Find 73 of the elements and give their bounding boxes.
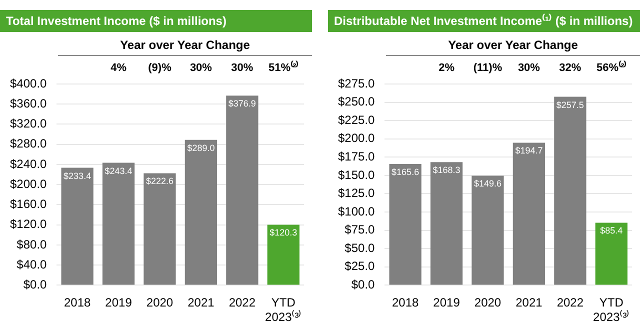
x-tick-label: 2018: [392, 296, 419, 310]
x-tick-label: YTD 2023⁽³⁾: [593, 296, 630, 324]
y-tick-label: $280.0: [10, 136, 48, 151]
text: (9)%: [148, 62, 172, 74]
y-tick-label: $175.0: [338, 149, 376, 164]
x-tick-label: 2020: [474, 296, 502, 310]
y-tick-label: $150.0: [338, 168, 376, 182]
y-tick-label: $200.0: [338, 131, 376, 146]
bar: [184, 140, 218, 285]
y-tick-label: $0.0: [351, 278, 376, 292]
y-tick-label: $200.0: [10, 176, 48, 191]
text: 30%: [231, 62, 254, 74]
bar: [389, 164, 422, 285]
x-tick-label: 2021: [188, 296, 215, 310]
x-tick-label: 2021: [516, 296, 543, 310]
y-tick-label: $120.0: [10, 217, 48, 232]
bar: [554, 96, 586, 285]
y-tick-label: $250.0: [338, 94, 376, 109]
y-tick-label: $160.0: [10, 197, 48, 212]
data-label: $289.0: [187, 142, 215, 153]
y-tick-label: $275.0: [338, 76, 376, 90]
y-tick-label: $40.0: [16, 257, 48, 272]
bar: [61, 168, 94, 285]
y-tick-label: $400.0: [10, 76, 48, 90]
chart-subtitle: Year over Year Change: [386, 38, 640, 56]
y-tick-label: $75.0: [344, 222, 376, 237]
y-tick-label: $125.0: [338, 186, 376, 200]
data-label: $243.4: [104, 166, 132, 176]
chart-title: Total Investment Income ($ in millions): [0, 10, 312, 32]
y-tick-label: $100.0: [338, 204, 376, 218]
text: 2%: [438, 62, 455, 74]
bar: [102, 162, 135, 285]
text: 30%: [190, 62, 212, 74]
text: 56%⁽²⁾: [596, 60, 628, 74]
y-tick-label: $25.0: [344, 259, 376, 274]
text: (11)%: [473, 62, 502, 74]
bar: [226, 96, 258, 285]
x-tick-label: 2022: [228, 296, 256, 310]
y-tick-label: $80.0: [16, 237, 48, 252]
data-label: $85.4: [600, 226, 623, 236]
y-tick-label: $320.0: [10, 116, 48, 131]
data-label: $168.3: [432, 165, 460, 176]
y-tick-label: $225.0: [338, 112, 376, 127]
data-label: $257.5: [556, 100, 584, 110]
y-tick-label: $240.0: [10, 156, 48, 171]
bar: [595, 222, 628, 285]
x-tick-label: 2019: [105, 296, 132, 310]
bar: [430, 162, 463, 285]
y-tick-label: $50.0: [344, 240, 376, 255]
data-label: $194.7: [515, 146, 543, 156]
data-label: $120.3: [270, 228, 298, 238]
text: 32%: [559, 62, 582, 74]
y-tick-label: $360.0: [10, 96, 48, 110]
data-label: $233.4: [64, 170, 92, 181]
data-label: $222.6: [146, 176, 174, 186]
data-label: $376.9: [228, 98, 256, 109]
text: 51%⁽²⁾: [268, 60, 300, 74]
x-tick-label: YTD 2023⁽³⁾: [265, 296, 302, 324]
text: 30%: [518, 62, 540, 74]
chart-subtitle: Year over Year Change: [58, 38, 312, 56]
bar: [144, 173, 176, 285]
text: 4%: [110, 62, 127, 74]
x-tick-label: 2020: [146, 296, 174, 310]
bar: [512, 142, 546, 285]
y-tick-label: $0.0: [23, 278, 48, 292]
data-label: $165.6: [392, 167, 420, 178]
data-label: $149.6: [474, 178, 502, 189]
x-tick-label: 2022: [556, 296, 584, 310]
bar: [472, 176, 504, 285]
bar: [267, 224, 300, 285]
x-tick-label: 2019: [433, 296, 460, 310]
chart-title: Distributable Net Investment Income⁽¹⁾ ($ in millions): [328, 10, 640, 32]
x-tick-label: 2018: [64, 296, 91, 310]
